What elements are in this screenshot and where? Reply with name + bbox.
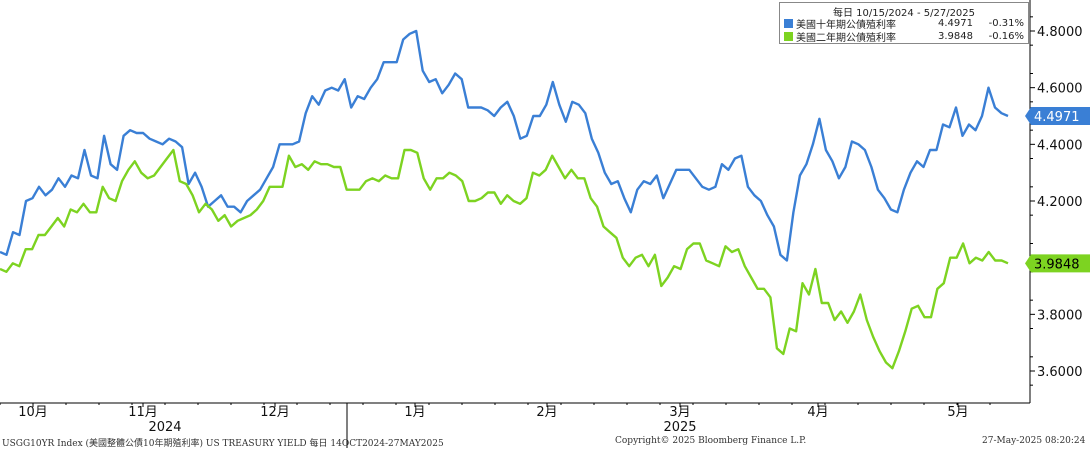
x-month-label: 11月 bbox=[128, 405, 158, 420]
legend-item-10y: 美國十年期公債殖利率 4.4971 -0.31% bbox=[784, 17, 1024, 31]
y-tick-label: 3.6000 bbox=[1037, 365, 1083, 380]
last-value-callout-1: 3.9848 bbox=[1025, 254, 1090, 273]
x-month-label: 5月 bbox=[947, 405, 968, 420]
last-value-label-1: 3.9848 bbox=[1034, 257, 1080, 272]
legend-title: 每日 10/15/2024 - 5/27/2025 bbox=[832, 8, 976, 19]
last-value-bg-1 bbox=[1025, 254, 1090, 273]
y-tick-label: 4.8000 bbox=[1037, 25, 1083, 40]
series-line-1 bbox=[0, 148, 1009, 370]
legend-name-10y: 美國十年期公債殖利率 bbox=[796, 20, 896, 31]
chart-legend: 每日 10/15/2024 - 5/27/2025 美國十年期公債殖利率 4.4… bbox=[779, 2, 1029, 44]
legend-value-10y: 4.4971 bbox=[938, 18, 973, 29]
legend-name-2y: 美國二年期公債殖利率 bbox=[796, 33, 896, 44]
legend-change-10y: -0.31% bbox=[988, 18, 1024, 29]
legend-value-2y: 3.9848 bbox=[938, 31, 973, 42]
footer-source: USGG10YR Index (美國整體公債10年期殖利率) US TREASU… bbox=[2, 439, 444, 449]
x-month-label: 3月 bbox=[669, 405, 690, 420]
y-tick-label: 4.2000 bbox=[1037, 195, 1083, 210]
x-month-label: 12月 bbox=[260, 405, 290, 420]
last-value-bg-0 bbox=[1025, 107, 1090, 125]
series-line-0 bbox=[0, 29, 1009, 262]
footer-copyright: Copyright© 2025 Bloomberg Finance L.P. bbox=[615, 436, 807, 446]
last-value-label-0: 4.4971 bbox=[1034, 110, 1080, 125]
x-month-label: 2月 bbox=[536, 405, 557, 420]
x-year-label: 2024 bbox=[148, 420, 181, 435]
x-month-label: 10月 bbox=[18, 405, 48, 420]
legend-item-2y: 美國二年期公債殖利率 3.9848 -0.16% bbox=[784, 30, 1024, 44]
y-tick-label: 4.6000 bbox=[1037, 82, 1083, 97]
x-month-label: 1月 bbox=[404, 405, 425, 420]
x-year-label: 2025 bbox=[663, 420, 696, 435]
y-tick-label: 4.4000 bbox=[1037, 138, 1083, 153]
last-value-callout-0: 4.4971 bbox=[1025, 107, 1090, 125]
legend-swatch-2y bbox=[784, 32, 793, 41]
legend-swatch-10y bbox=[784, 19, 793, 28]
footer-timestamp: 27-May-2025 08:20:24 bbox=[982, 436, 1086, 446]
legend-change-2y: -0.16% bbox=[988, 31, 1024, 42]
y-tick-label: 3.8000 bbox=[1037, 308, 1083, 323]
x-month-label: 4月 bbox=[807, 405, 828, 420]
